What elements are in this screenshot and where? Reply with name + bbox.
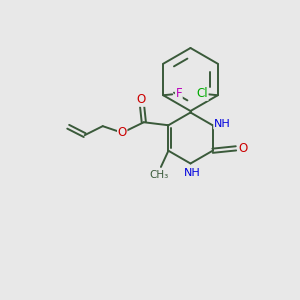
- Text: O: O: [238, 142, 247, 155]
- Text: CH₃: CH₃: [150, 170, 169, 180]
- Text: O: O: [118, 126, 127, 139]
- Text: NH: NH: [184, 168, 200, 178]
- Text: Cl: Cl: [196, 87, 208, 100]
- Text: F: F: [176, 87, 182, 100]
- Text: NH: NH: [214, 119, 231, 129]
- Text: O: O: [137, 93, 146, 106]
